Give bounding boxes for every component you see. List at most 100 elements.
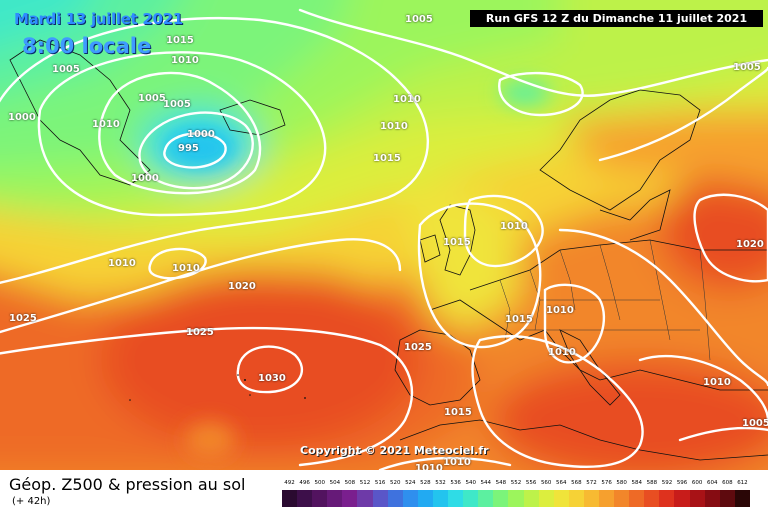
color-scale-label: 572	[586, 480, 597, 486]
isobar-1005-north	[98, 71, 262, 195]
color-scale-label: 500	[314, 480, 325, 486]
color-scale-swatch	[629, 490, 645, 507]
color-scale-swatch	[282, 490, 298, 507]
color-scale-label: 608	[722, 480, 733, 486]
color-scale-label: 600	[691, 480, 703, 486]
color-scale-label: 520	[389, 480, 401, 486]
isobar-1010-italy	[543, 283, 606, 364]
forecast-date: Mardi 13 juillet 2021	[14, 10, 183, 28]
iberia-coast	[394, 329, 481, 406]
color-scale-label: 576	[601, 480, 612, 486]
color-scale-label: 504	[329, 480, 341, 486]
iceland-coast	[219, 99, 286, 136]
isobar-1010-africa	[378, 456, 512, 470]
isobar-label: 995	[178, 143, 199, 154]
color-scale-swatch	[523, 490, 539, 507]
color-scale-swatch	[674, 490, 690, 507]
isobar-label: 1015	[444, 407, 472, 418]
color-scale-swatch	[538, 490, 554, 507]
isobar-1015-med	[471, 335, 644, 468]
color-scale-label: 508	[344, 480, 356, 486]
color-scale-swatch	[734, 490, 750, 507]
africa-coast	[399, 419, 768, 461]
color-scale-label: 604	[707, 480, 718, 486]
color-scale-swatch	[644, 490, 660, 507]
geopotential-map	[0, 0, 768, 470]
color-scale-label: 544	[480, 480, 492, 486]
color-scale-label: 588	[646, 480, 658, 486]
isobar-1015-france	[417, 202, 542, 349]
isobar-label: 1015	[505, 314, 533, 325]
isobar-label: 1005	[138, 93, 166, 104]
color-scale-label: 512	[359, 480, 371, 486]
isobar-1030	[236, 345, 304, 394]
color-scale-label: 556	[525, 480, 537, 486]
coastlines	[9, 39, 768, 461]
isobar-label: 1010	[443, 457, 471, 468]
isobar-label: 1025	[404, 342, 432, 353]
color-scale-swatch	[478, 490, 494, 507]
isobar-label: 1015	[373, 153, 401, 164]
isobar-label: 1010	[703, 377, 731, 388]
color-scale-label: 584	[631, 480, 643, 486]
color-scale-label: 528	[420, 480, 431, 486]
isobar-label: 1005	[405, 14, 433, 25]
isobar-label: 1005	[742, 418, 768, 429]
isobar-label: 1000	[8, 112, 36, 123]
color-scale-label: 580	[616, 480, 627, 486]
italy-coast	[559, 329, 621, 406]
color-scale-swatch	[493, 490, 509, 507]
color-scale-swatch	[372, 490, 388, 507]
color-scale-swatch	[598, 490, 615, 507]
color-scale-swatch	[387, 490, 403, 507]
isobar-label: 1020	[228, 281, 256, 292]
color-scale-label: 496	[299, 480, 310, 486]
isobar-label: 1010	[92, 119, 120, 130]
isobar-1020-east	[693, 193, 768, 283]
isobar-1025	[0, 326, 414, 467]
color-scale-swatch	[402, 490, 418, 507]
color-scale-swatch	[508, 490, 524, 507]
terrain-dots	[129, 374, 401, 451]
isobar-label: 1000	[131, 173, 159, 184]
isobar-label: 1010	[500, 221, 528, 232]
baltic-coast	[599, 189, 671, 241]
color-scale-swatch	[312, 490, 328, 507]
color-scale-label: 548	[495, 480, 507, 486]
ireland-coast	[419, 234, 441, 263]
isobar-label: 1010	[548, 347, 576, 358]
isobar-label: 1010	[380, 121, 408, 132]
isobar-1000	[138, 111, 254, 190]
isobar-label: 1010	[172, 263, 200, 274]
scandinavia-coast	[539, 89, 701, 211]
color-scale-bar	[282, 490, 750, 507]
copyright-watermark: Copyright © 2021 Meteociel.fr	[300, 444, 489, 457]
color-scale-label: 592	[661, 480, 673, 486]
color-scale-label: 532	[435, 480, 446, 486]
isobar-label: 1015	[166, 35, 194, 46]
color-scale-label: 540	[465, 480, 476, 486]
isobar-1010-north	[37, 51, 327, 217]
color-scale-swatch	[357, 490, 373, 507]
isobar-label: 1010	[546, 305, 574, 316]
color-scale-label: 568	[571, 480, 582, 486]
color-scale-label: 552	[510, 480, 522, 486]
isobar-1010-north-sea	[463, 194, 544, 268]
isobar-1015-north	[0, 16, 430, 284]
forecast-lead-time: (+ 42h)	[12, 496, 51, 507]
isobar-1020	[0, 238, 402, 334]
isobar-label: 1010	[108, 258, 136, 269]
color-scale-label: 516	[374, 480, 386, 486]
color-scale-swatch	[614, 490, 630, 507]
color-scale-swatch	[659, 490, 675, 507]
isobar-label: 1025	[186, 327, 214, 338]
model-run-banner: Run GFS 12 Z du Dimanche 11 juillet 2021	[470, 10, 763, 27]
isobar-label: 1000	[187, 129, 215, 140]
color-scale-swatch	[432, 490, 449, 507]
color-scale-label: 524	[405, 480, 416, 486]
color-scale-label: 536	[450, 480, 461, 486]
color-scale-label: 596	[676, 480, 688, 486]
color-scale-swatch	[463, 490, 479, 507]
color-scale-swatch	[417, 490, 433, 507]
europe-coast	[429, 239, 768, 391]
